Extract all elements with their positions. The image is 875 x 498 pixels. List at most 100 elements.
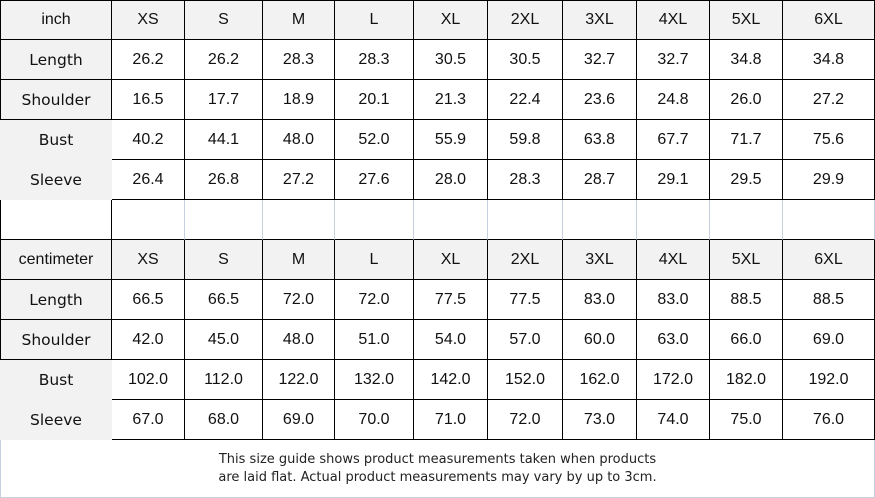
measurement-cell: 77.5: [414, 280, 488, 320]
measurement-cell: 59.8: [488, 120, 563, 160]
measurement-cell: 32.7: [637, 40, 710, 80]
size-header-xl: XL: [414, 240, 488, 280]
size-header-5xl: 5XL: [710, 0, 783, 40]
measurement-cell: 28.0: [414, 160, 488, 200]
measurement-cell: 34.8: [710, 40, 783, 80]
measurement-cell: 45.0: [185, 320, 263, 360]
measurement-cell: 17.7: [185, 80, 263, 120]
measurement-cell: 26.2: [185, 40, 263, 80]
row-label-bust: Bust: [0, 120, 112, 160]
spacer-cell: [0, 200, 112, 240]
spacer-cell: [335, 200, 414, 240]
measurement-cell: 122.0: [263, 360, 335, 400]
measurement-cell: 162.0: [563, 360, 637, 400]
measurement-cell: 192.0: [783, 360, 875, 400]
measurement-cell: 76.0: [783, 400, 875, 440]
measurement-cell: 88.5: [710, 280, 783, 320]
measurement-cell: 172.0: [637, 360, 710, 400]
measurement-cell: 69.0: [783, 320, 875, 360]
measurement-cell: 54.0: [414, 320, 488, 360]
measurement-cell: 55.9: [414, 120, 488, 160]
size-header-s: S: [185, 240, 263, 280]
spacer-cell: [414, 200, 488, 240]
size-chart: inch XS S M L XL 2XL 3XL 4XL 5XL 6XL Length 26.2 26.2…: [0, 0, 875, 440]
measurement-cell: 132.0: [335, 360, 414, 400]
measurement-cell: 67.0: [112, 400, 185, 440]
size-header-m: M: [263, 0, 335, 40]
spacer-cell: [563, 200, 637, 240]
unit-header: inch: [0, 0, 112, 40]
measurement-cell: 24.8: [637, 80, 710, 120]
measurement-cell: 26.4: [112, 160, 185, 200]
measurement-cell: 66.5: [112, 280, 185, 320]
measurement-cell: 60.0: [563, 320, 637, 360]
measurement-cell: 22.4: [488, 80, 563, 120]
measurement-cell: 83.0: [637, 280, 710, 320]
measurement-cell: 27.2: [263, 160, 335, 200]
measurement-cell: 18.9: [263, 80, 335, 120]
measurement-cell: 63.0: [637, 320, 710, 360]
measurement-cell: 34.8: [783, 40, 875, 80]
measurement-cell: 112.0: [185, 360, 263, 400]
size-header-2xl: 2XL: [488, 240, 563, 280]
measurement-cell: 16.5: [112, 80, 185, 120]
size-header-xs: XS: [112, 240, 185, 280]
measurement-cell: 29.5: [710, 160, 783, 200]
size-header-4xl: 4XL: [637, 240, 710, 280]
measurement-cell: 20.1: [335, 80, 414, 120]
row-label-shoulder: Shoulder: [0, 80, 112, 120]
row-label-sleeve: Sleeve: [0, 160, 112, 200]
size-header-l: L: [335, 240, 414, 280]
spacer-cell: [710, 200, 783, 240]
measurement-cell: 52.0: [335, 120, 414, 160]
measurement-cell: 77.5: [488, 280, 563, 320]
measurement-cell: 28.3: [488, 160, 563, 200]
measurement-cell: 182.0: [710, 360, 783, 400]
measurement-cell: 42.0: [112, 320, 185, 360]
measurement-cell: 73.0: [563, 400, 637, 440]
spacer-cell: [263, 200, 335, 240]
measurement-cell: 44.1: [185, 120, 263, 160]
size-header-2xl: 2XL: [488, 0, 563, 40]
measurement-cell: 29.1: [637, 160, 710, 200]
measurement-cell: 67.7: [637, 120, 710, 160]
size-header-4xl: 4XL: [637, 0, 710, 40]
measurement-cell: 68.0: [185, 400, 263, 440]
measurement-cell: 142.0: [414, 360, 488, 400]
size-header-m: M: [263, 240, 335, 280]
size-header-6xl: 6XL: [783, 240, 875, 280]
measurement-cell: 48.0: [263, 320, 335, 360]
measurement-cell: 28.3: [263, 40, 335, 80]
note-line-2: are laid flat. Actual product measuremen…: [218, 469, 657, 485]
measurement-cell: 21.3: [414, 80, 488, 120]
measurement-cell: 30.5: [488, 40, 563, 80]
measurement-cell: 28.7: [563, 160, 637, 200]
measurement-cell: 83.0: [563, 280, 637, 320]
measurement-cell: 75.0: [710, 400, 783, 440]
size-header-6xl: 6XL: [783, 0, 875, 40]
unit-header: centimeter: [0, 240, 112, 280]
measurement-cell: 152.0: [488, 360, 563, 400]
size-header-xl: XL: [414, 0, 488, 40]
row-label-sleeve: Sleeve: [0, 400, 112, 440]
measurement-cell: 88.5: [783, 280, 875, 320]
row-label-length: Length: [0, 280, 112, 320]
spacer-cell: [112, 200, 185, 240]
measurement-cell: 72.0: [335, 280, 414, 320]
note-line-1: This size guide shows product measuremen…: [218, 451, 657, 467]
row-label-bust: Bust: [0, 360, 112, 400]
size-header-5xl: 5XL: [710, 240, 783, 280]
measurement-cell: 32.7: [563, 40, 637, 80]
measurement-cell: 30.5: [414, 40, 488, 80]
spacer-cell: [783, 200, 875, 240]
measurement-cell: 102.0: [112, 360, 185, 400]
size-header-s: S: [185, 0, 263, 40]
measurement-cell: 69.0: [263, 400, 335, 440]
measurement-cell: 72.0: [488, 400, 563, 440]
measurement-cell: 27.2: [783, 80, 875, 120]
measurement-cell: 40.2: [112, 120, 185, 160]
size-header-l: L: [335, 0, 414, 40]
spacer-cell: [185, 200, 263, 240]
measurement-cell: 28.3: [335, 40, 414, 80]
measurement-cell: 72.0: [263, 280, 335, 320]
